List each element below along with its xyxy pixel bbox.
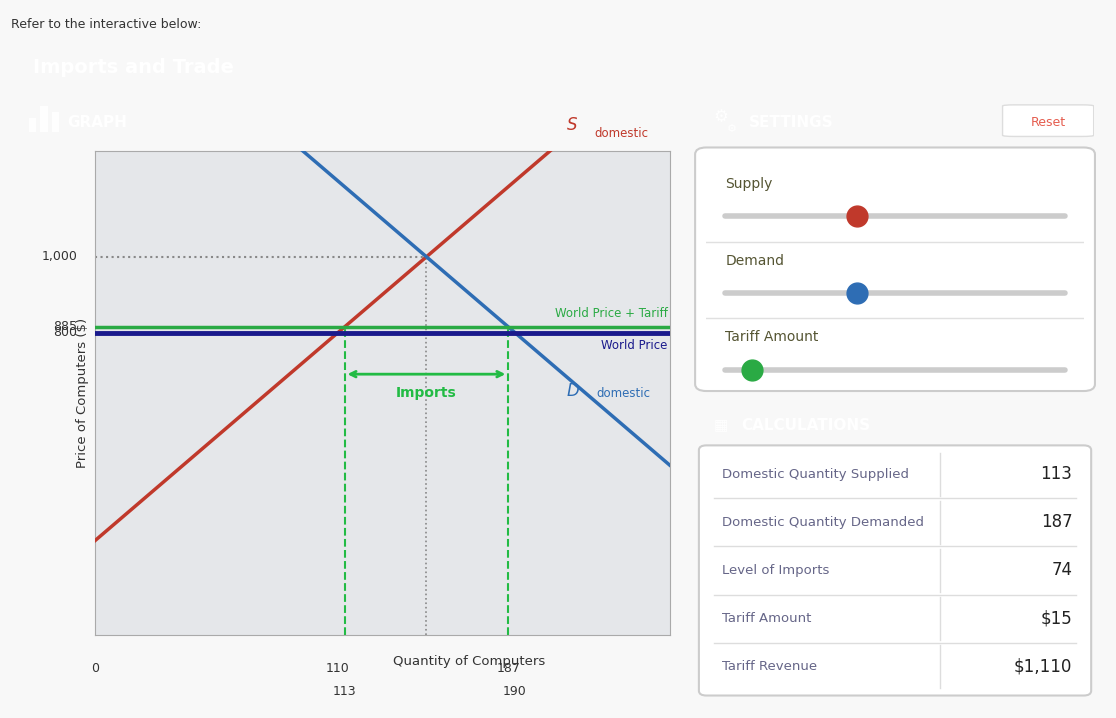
- FancyBboxPatch shape: [695, 147, 1095, 391]
- Text: 190: 190: [503, 685, 527, 698]
- Text: Tariff Amount: Tariff Amount: [725, 330, 819, 345]
- Text: World Price: World Price: [602, 340, 667, 353]
- Text: $\mathit{S}$: $\mathit{S}$: [566, 116, 578, 134]
- Text: World Price + Tariff: World Price + Tariff: [555, 307, 667, 320]
- Text: Domestic Quantity Demanded: Domestic Quantity Demanded: [722, 516, 924, 529]
- Text: 113: 113: [1040, 465, 1072, 483]
- Text: Level of Imports: Level of Imports: [722, 564, 829, 577]
- FancyBboxPatch shape: [699, 445, 1091, 696]
- Text: $1,110: $1,110: [1014, 658, 1072, 676]
- Text: 187: 187: [497, 662, 520, 675]
- Text: domestic: domestic: [595, 127, 648, 140]
- Y-axis label: Price of Computers ($): Price of Computers ($): [76, 318, 89, 468]
- Text: Imports: Imports: [396, 386, 456, 399]
- Text: GRAPH: GRAPH: [67, 115, 127, 130]
- Text: 110: 110: [326, 662, 350, 675]
- Text: Quantity of Computers: Quantity of Computers: [393, 655, 545, 668]
- Text: SETTINGS: SETTINGS: [749, 115, 834, 130]
- Text: Supply: Supply: [725, 177, 772, 191]
- Text: 187: 187: [1041, 513, 1072, 531]
- Text: Tariff Amount: Tariff Amount: [722, 612, 811, 625]
- Text: Demand: Demand: [725, 254, 785, 268]
- Bar: [29, 118, 36, 132]
- Text: 0: 0: [90, 662, 99, 675]
- Text: Refer to the interactive below:: Refer to the interactive below:: [11, 18, 202, 31]
- Text: Imports and Trade: Imports and Trade: [33, 57, 234, 77]
- Text: $15: $15: [1040, 610, 1072, 628]
- Text: New Domestic Equilibrium: New Domestic Equilibrium: [812, 373, 997, 386]
- Text: Tariff Revenue: Tariff Revenue: [722, 660, 817, 673]
- Bar: [51, 112, 59, 132]
- Text: ⚙: ⚙: [713, 108, 729, 126]
- Bar: [40, 106, 48, 132]
- Text: ⚙: ⚙: [728, 124, 738, 134]
- Text: 113: 113: [333, 685, 356, 698]
- Text: 1,000: 1,000: [41, 251, 77, 264]
- Text: 885: 885: [54, 320, 77, 333]
- Text: ▦: ▦: [713, 419, 728, 433]
- Text: domestic: domestic: [597, 388, 651, 401]
- Text: 800: 800: [54, 326, 77, 339]
- Text: Domestic Quantity Supplied: Domestic Quantity Supplied: [722, 467, 908, 481]
- Text: Reset: Reset: [1030, 116, 1066, 129]
- Text: $\mathit{D}$: $\mathit{D}$: [566, 382, 579, 400]
- Text: 74: 74: [1051, 561, 1072, 579]
- FancyBboxPatch shape: [1002, 105, 1094, 136]
- Text: CALCULATIONS: CALCULATIONS: [741, 419, 870, 433]
